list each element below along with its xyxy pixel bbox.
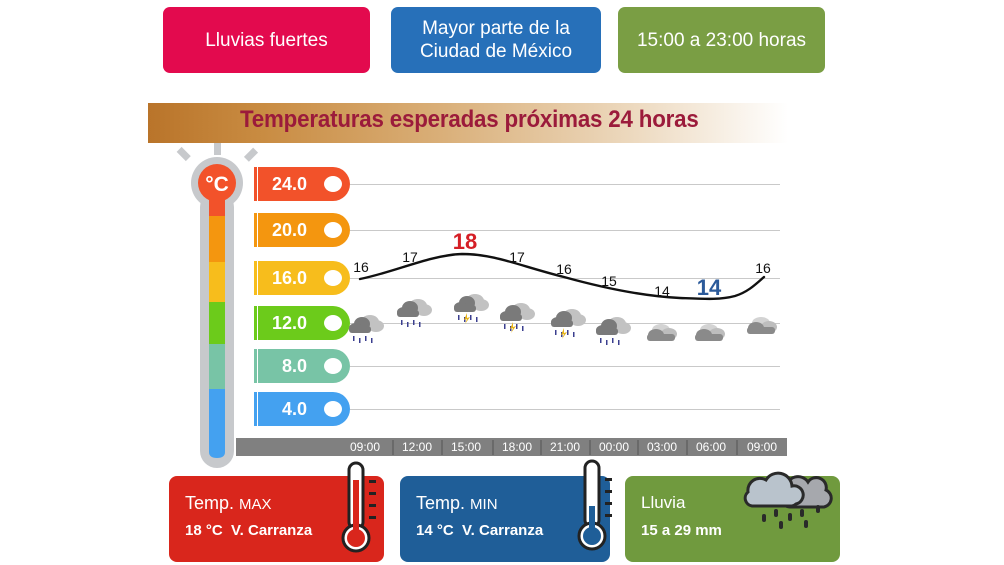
gridline (350, 230, 780, 231)
max-point-label: 18 (452, 229, 478, 254)
point-label: 15 (601, 273, 617, 289)
gridline (350, 366, 780, 367)
point-label: 16 (353, 259, 369, 275)
card-suffix: MIN (470, 496, 498, 513)
time-axis (236, 438, 787, 456)
min-point-label: 14 (696, 275, 722, 300)
rain-cloud-icon (743, 471, 833, 529)
time-tick: 15:00 (441, 440, 489, 455)
scale-value: 16.0 (272, 267, 308, 288)
card-title: Temp. (185, 493, 235, 513)
svg-text:°C: °C (205, 173, 229, 196)
scale-dot-icon (324, 358, 342, 374)
card-suffix: MAX (239, 496, 272, 513)
alert-type-label: Lluvias fuertes (205, 29, 328, 51)
scale-stripe (254, 306, 257, 340)
scale-value: 24.0 (272, 173, 308, 194)
scale-dot-icon (324, 176, 342, 192)
point-label: 17 (402, 249, 418, 265)
min-temp-card: Temp. MIN 14 °C V. Carranza (400, 476, 610, 562)
scale-stripe (254, 167, 257, 201)
scale-label-24: 24.0 (254, 167, 350, 201)
max-temp-title: Temp. MAX (185, 493, 272, 514)
scale-value: 8.0 (282, 355, 308, 376)
time-tick: 03:00 (637, 440, 685, 455)
scale-label-20: 20.0 (254, 213, 350, 247)
alert-area-line2: Ciudad de México (419, 41, 573, 62)
scale-value: 12.0 (272, 312, 308, 333)
scale-value: 20.0 (272, 219, 308, 240)
scale-label-8: 8.0 (254, 349, 350, 383)
rain-card: Lluvia 15 a 29 mm (625, 476, 840, 562)
alert-time-label: 15:00 a 23:00 horas (636, 29, 807, 51)
min-temp-detail: 14 °C V. Carranza (416, 522, 544, 539)
time-tick: 09:00 (736, 440, 786, 455)
point-label: 17 (509, 249, 525, 265)
point-label: 14 (654, 283, 670, 299)
gridline (350, 184, 780, 185)
title-banner (148, 103, 788, 143)
scale-stripe (254, 392, 257, 426)
alert-time-box: 15:00 a 23:00 horas (618, 7, 825, 73)
point-label: 16 (556, 261, 572, 277)
gridline (350, 409, 780, 410)
scale-stripe (254, 261, 257, 295)
min-temp-title: Temp. MIN (416, 493, 498, 514)
alert-area-box: Mayor parte de la Ciudad de México (391, 7, 601, 73)
thermometer-icon: °C (176, 143, 259, 468)
point-label: 16 (755, 260, 771, 276)
card-title: Temp. (416, 493, 466, 513)
rain-detail: 15 a 29 mm (641, 522, 722, 539)
alert-area-line1: Mayor parte de la (422, 18, 570, 39)
scale-dot-icon (324, 315, 342, 331)
rain-title: Lluvia (641, 493, 686, 512)
scale-dot-icon (324, 270, 342, 286)
thermometer-min-icon (577, 459, 612, 551)
scale-dot-icon (324, 401, 342, 417)
time-tick: 00:00 (589, 440, 637, 455)
time-tick: 12:00 (392, 440, 440, 455)
time-tick: 21:00 (540, 440, 588, 455)
scale-stripe (254, 213, 257, 247)
time-tick: 18:00 (492, 440, 540, 455)
time-tick: 06:00 (686, 440, 734, 455)
time-tick: 09:00 (349, 440, 381, 454)
alert-type-box: Lluvias fuertes (163, 7, 370, 73)
max-temp-detail: 18 °C V. Carranza (185, 522, 313, 539)
scale-label-16: 16.0 (254, 261, 350, 295)
scale-label-12: 12.0 (254, 306, 350, 340)
scale-stripe (254, 349, 257, 383)
thermometer-max-icon (341, 461, 376, 553)
scale-label-4: 4.0 (254, 392, 350, 426)
chart-title: Temperaturas esperadas próximas 24 horas (240, 106, 699, 133)
scale-dot-icon (324, 222, 342, 238)
scale-value: 4.0 (282, 398, 308, 419)
